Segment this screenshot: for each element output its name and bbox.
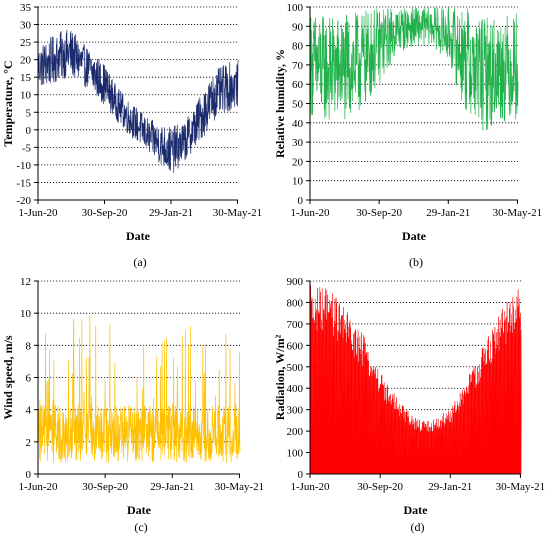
y-tick-label: 600 xyxy=(287,340,304,352)
chart-panel-d: 0 100 200 300 400 500 600 700 800 900 1-Jun-20 30-S… xyxy=(273,276,545,534)
y-tick-label: 100 xyxy=(287,448,304,460)
y-tick-label: 40 xyxy=(292,118,304,130)
y-tick-label: 10 xyxy=(20,90,32,102)
y-tick-label: 0 xyxy=(26,469,32,481)
x-tick-label: 1-Jun-20 xyxy=(290,207,330,219)
series-area xyxy=(309,285,522,475)
y-axis-title: Radiation, W/m² xyxy=(273,334,287,420)
y-tick-label: 50 xyxy=(292,99,304,111)
y-tick-label: -10 xyxy=(16,160,31,172)
x-tick-label: 29-Jan-21 xyxy=(149,207,193,219)
chart-panel-b: 0 10 20 30 40 50 60 70 80 90 100 1-Jun-20 30-Sep-20 2… xyxy=(273,2,542,269)
y-tick-label: 2 xyxy=(26,437,32,449)
panel-caption: (d) xyxy=(411,520,425,534)
y-tick-label: 25 xyxy=(20,37,32,49)
y-tick-label: 60 xyxy=(292,79,304,91)
x-tick-label: 30-May-21 xyxy=(493,207,543,219)
series-line xyxy=(309,6,519,131)
y-tick-label: 90 xyxy=(292,21,304,33)
y-tick-label: 30 xyxy=(20,20,32,32)
series-line xyxy=(37,30,239,173)
y-tick-label: 4 xyxy=(26,405,32,417)
x-tick-label: 1-Jun-20 xyxy=(290,481,330,493)
y-tick-label: 70 xyxy=(292,60,304,72)
y-tick-label: 800 xyxy=(287,297,304,309)
y-tick-label: 6 xyxy=(26,373,32,385)
y-tick-label: 500 xyxy=(287,362,304,374)
x-tick-label: 29-Jan-21 xyxy=(426,207,470,219)
y-tick-label: 700 xyxy=(287,319,304,331)
x-axis-title: Date xyxy=(127,503,152,517)
y-tick-label: 300 xyxy=(287,405,304,417)
series-line xyxy=(37,315,241,463)
y-axis-title: Relative humidity, % xyxy=(273,49,287,158)
y-tick-label: 0 xyxy=(26,125,32,137)
y-tick-label: -20 xyxy=(16,195,31,207)
x-tick-label: 1-Jun-20 xyxy=(18,481,58,493)
x-tick-label: 30-Sep-20 xyxy=(82,481,128,493)
x-tick-label: 30-Sep-20 xyxy=(356,207,402,219)
y-tick-label: 15 xyxy=(20,72,32,84)
y-axis-title: Temperature, °C xyxy=(1,60,15,146)
x-axis-title: Date xyxy=(126,229,151,243)
y-tick-label: 12 xyxy=(20,276,31,288)
x-tick-label: 30-Sep-20 xyxy=(357,481,403,493)
chart-panel-c: 0 2 4 6 8 10 12 1-Jun-20 30-Sep-20 29-Jan-21 30-Ma… xyxy=(1,276,264,534)
y-tick-label: 20 xyxy=(20,55,32,67)
x-tick-label: 30-May-21 xyxy=(215,481,265,493)
chart-panel-a: -20 -15 -10 -5 0 5 10 15 20 25 30 35 1-Jun-20 30-Sep-… xyxy=(1,2,262,269)
y-tick-label: 0 xyxy=(298,469,304,481)
y-tick-label: 900 xyxy=(287,276,304,288)
y-tick-label: 100 xyxy=(287,2,304,14)
x-tick-label: 1-Jun-20 xyxy=(18,207,58,219)
y-tick-label: 400 xyxy=(287,383,304,395)
y-tick-label: 5 xyxy=(26,107,32,119)
x-tick-label: 30-May-21 xyxy=(213,207,263,219)
panel-caption: (b) xyxy=(409,255,423,269)
y-tick-label: 200 xyxy=(287,426,304,438)
panel-caption: (c) xyxy=(134,520,147,534)
y-tick-label: -5 xyxy=(22,142,32,154)
y-tick-label: 80 xyxy=(292,41,304,53)
x-tick-label: 29-Jan-21 xyxy=(428,481,472,493)
x-axis-title: Date xyxy=(402,229,427,243)
y-tick-label: -15 xyxy=(16,177,31,189)
x-tick-label: 30-Sep-20 xyxy=(82,207,128,219)
y-axis-title: Wind speed, m/s xyxy=(1,335,15,419)
y-tick-label: 35 xyxy=(20,2,32,14)
y-tick-label: 8 xyxy=(26,340,32,352)
y-tick-label: 30 xyxy=(292,137,304,149)
x-tick-label: 29-Jan-21 xyxy=(150,481,194,493)
y-tick-label: 10 xyxy=(292,176,304,188)
x-axis-title: Date xyxy=(404,503,429,517)
y-tick-label: 0 xyxy=(298,195,304,207)
panel-caption: (a) xyxy=(133,255,146,269)
y-tick-label: 20 xyxy=(292,156,304,168)
y-tick-label: 10 xyxy=(20,308,32,320)
x-tick-label: 30-May-21 xyxy=(496,481,546,493)
